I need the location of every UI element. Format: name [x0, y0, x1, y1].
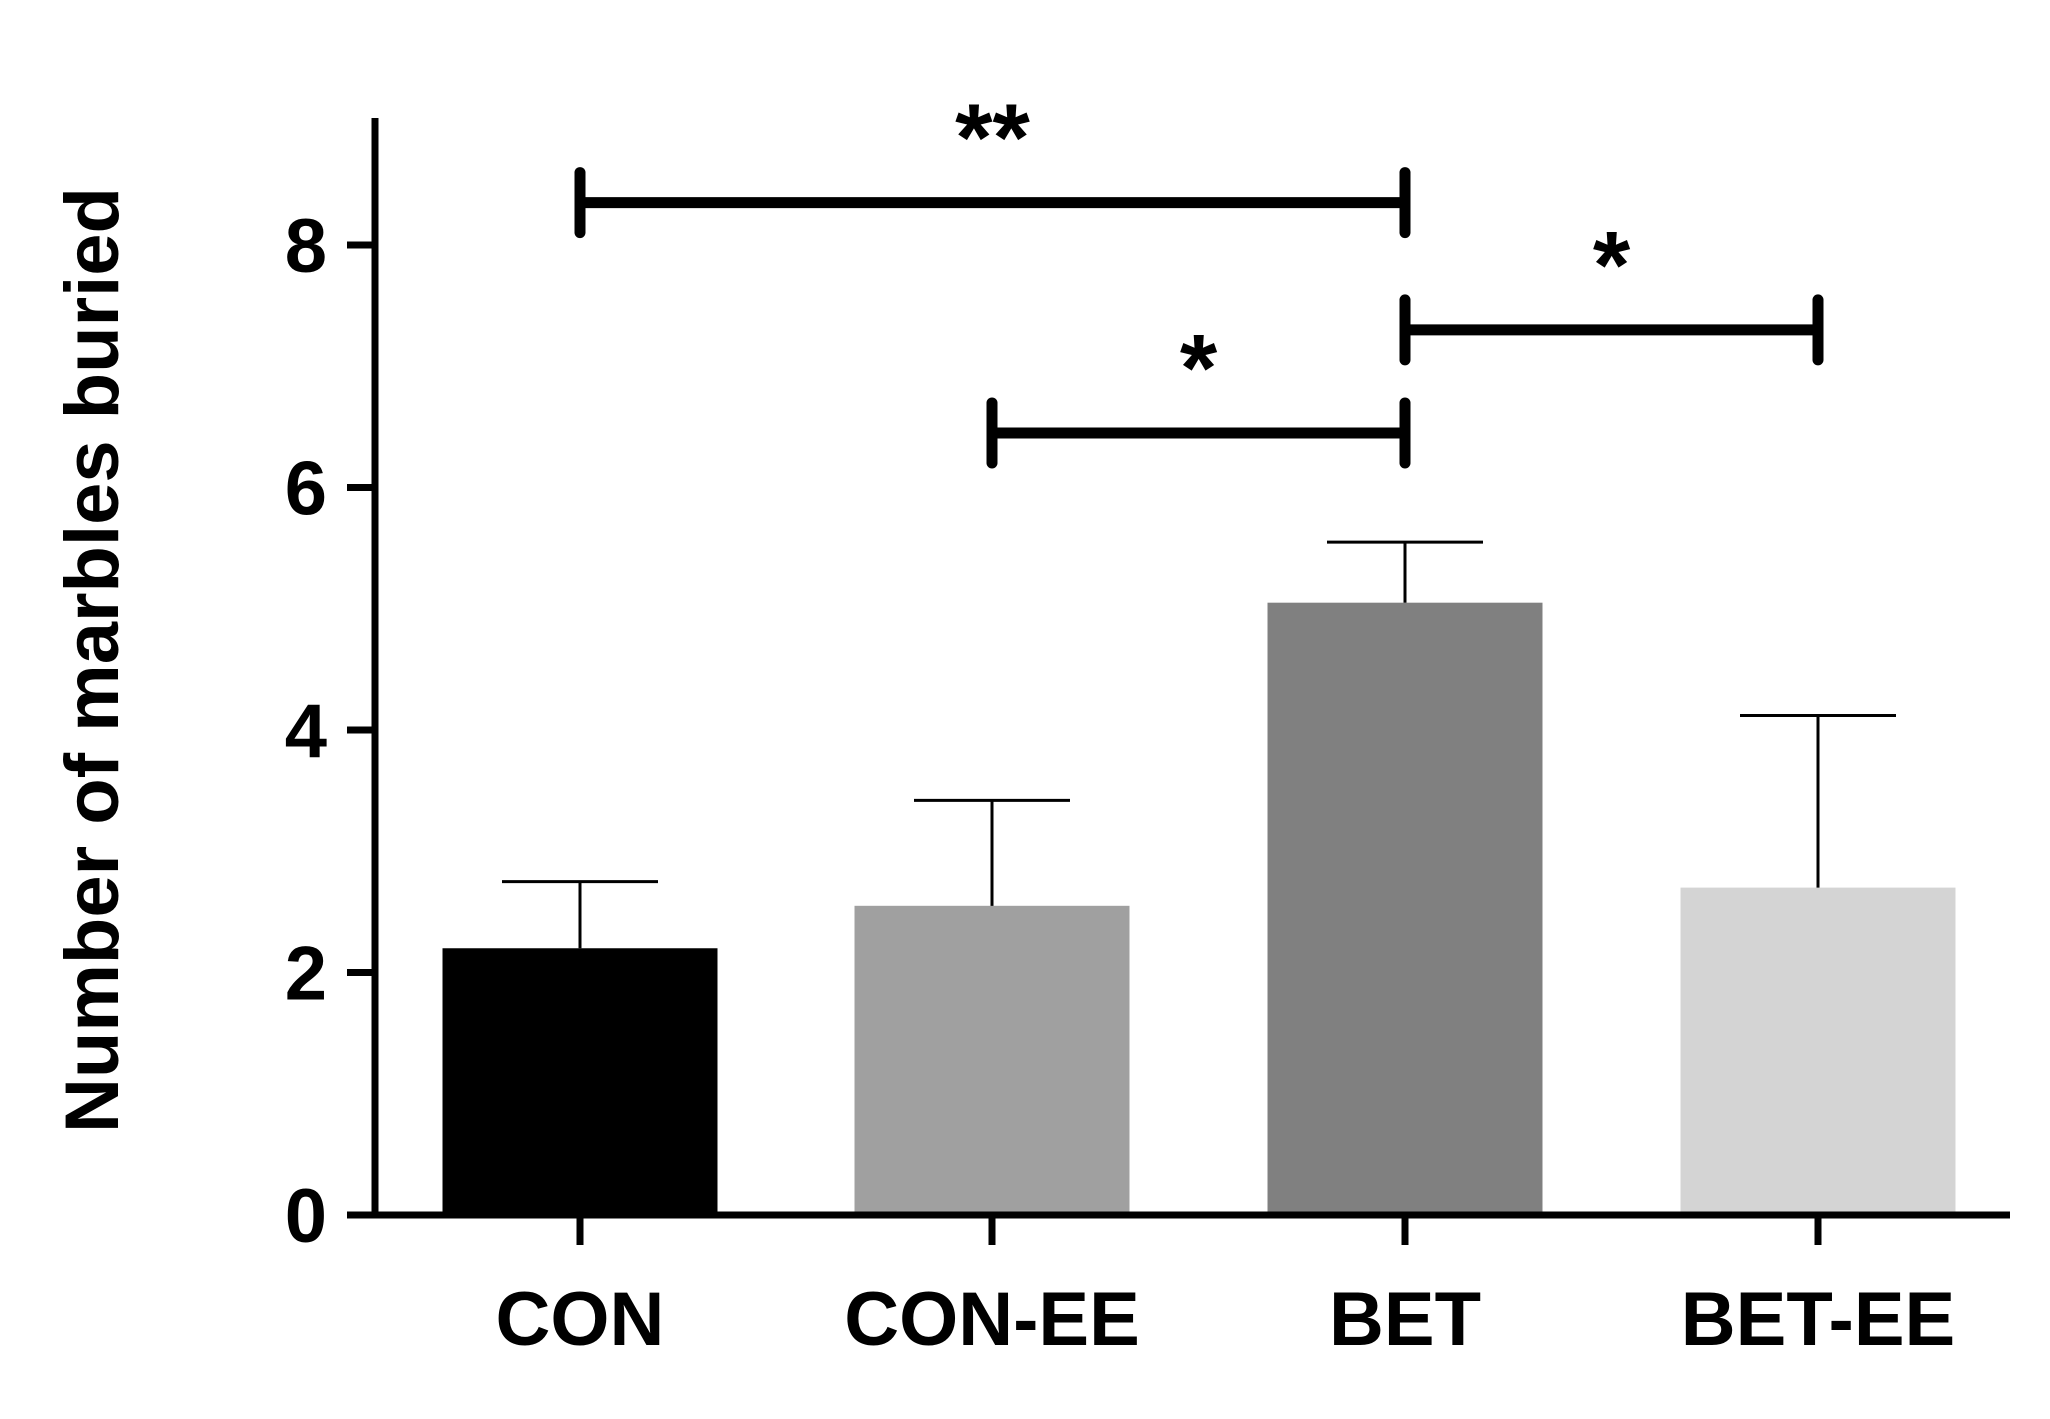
x-tick-label-bet-ee: BET-EE — [1681, 1277, 1956, 1362]
y-tick-label-8: 8 — [285, 204, 327, 289]
bar-con-ee — [854, 905, 1130, 1215]
y-tick-label-2: 2 — [285, 932, 327, 1017]
bar-con — [442, 948, 718, 1215]
y-tick-label-6: 6 — [285, 447, 327, 532]
significance-group: **** — [574, 85, 1824, 469]
bar-bet — [1267, 602, 1543, 1215]
bar-bet-ee — [1680, 887, 1956, 1215]
error-bars-group — [502, 540, 1896, 949]
significance-con-ee-bet-label: * — [1180, 315, 1218, 422]
x-tick-label-con-ee: CON-EE — [844, 1277, 1140, 1362]
significance-bet-bet-ee-label: * — [1593, 212, 1631, 319]
significance-con-bet-label: ** — [955, 85, 1030, 192]
y-axis-title: Number of marbles buried — [50, 187, 135, 1133]
x-tick-label-con: CON — [496, 1277, 665, 1362]
bars-group — [442, 602, 1956, 1215]
axes-group: 0 2 4 6 8 CON CON-EE BET BET-EE — [285, 118, 2010, 1362]
y-tick-label-4: 4 — [285, 689, 327, 774]
y-tick-label-0: 0 — [285, 1174, 327, 1259]
x-tick-label-bet: BET — [1329, 1277, 1481, 1362]
